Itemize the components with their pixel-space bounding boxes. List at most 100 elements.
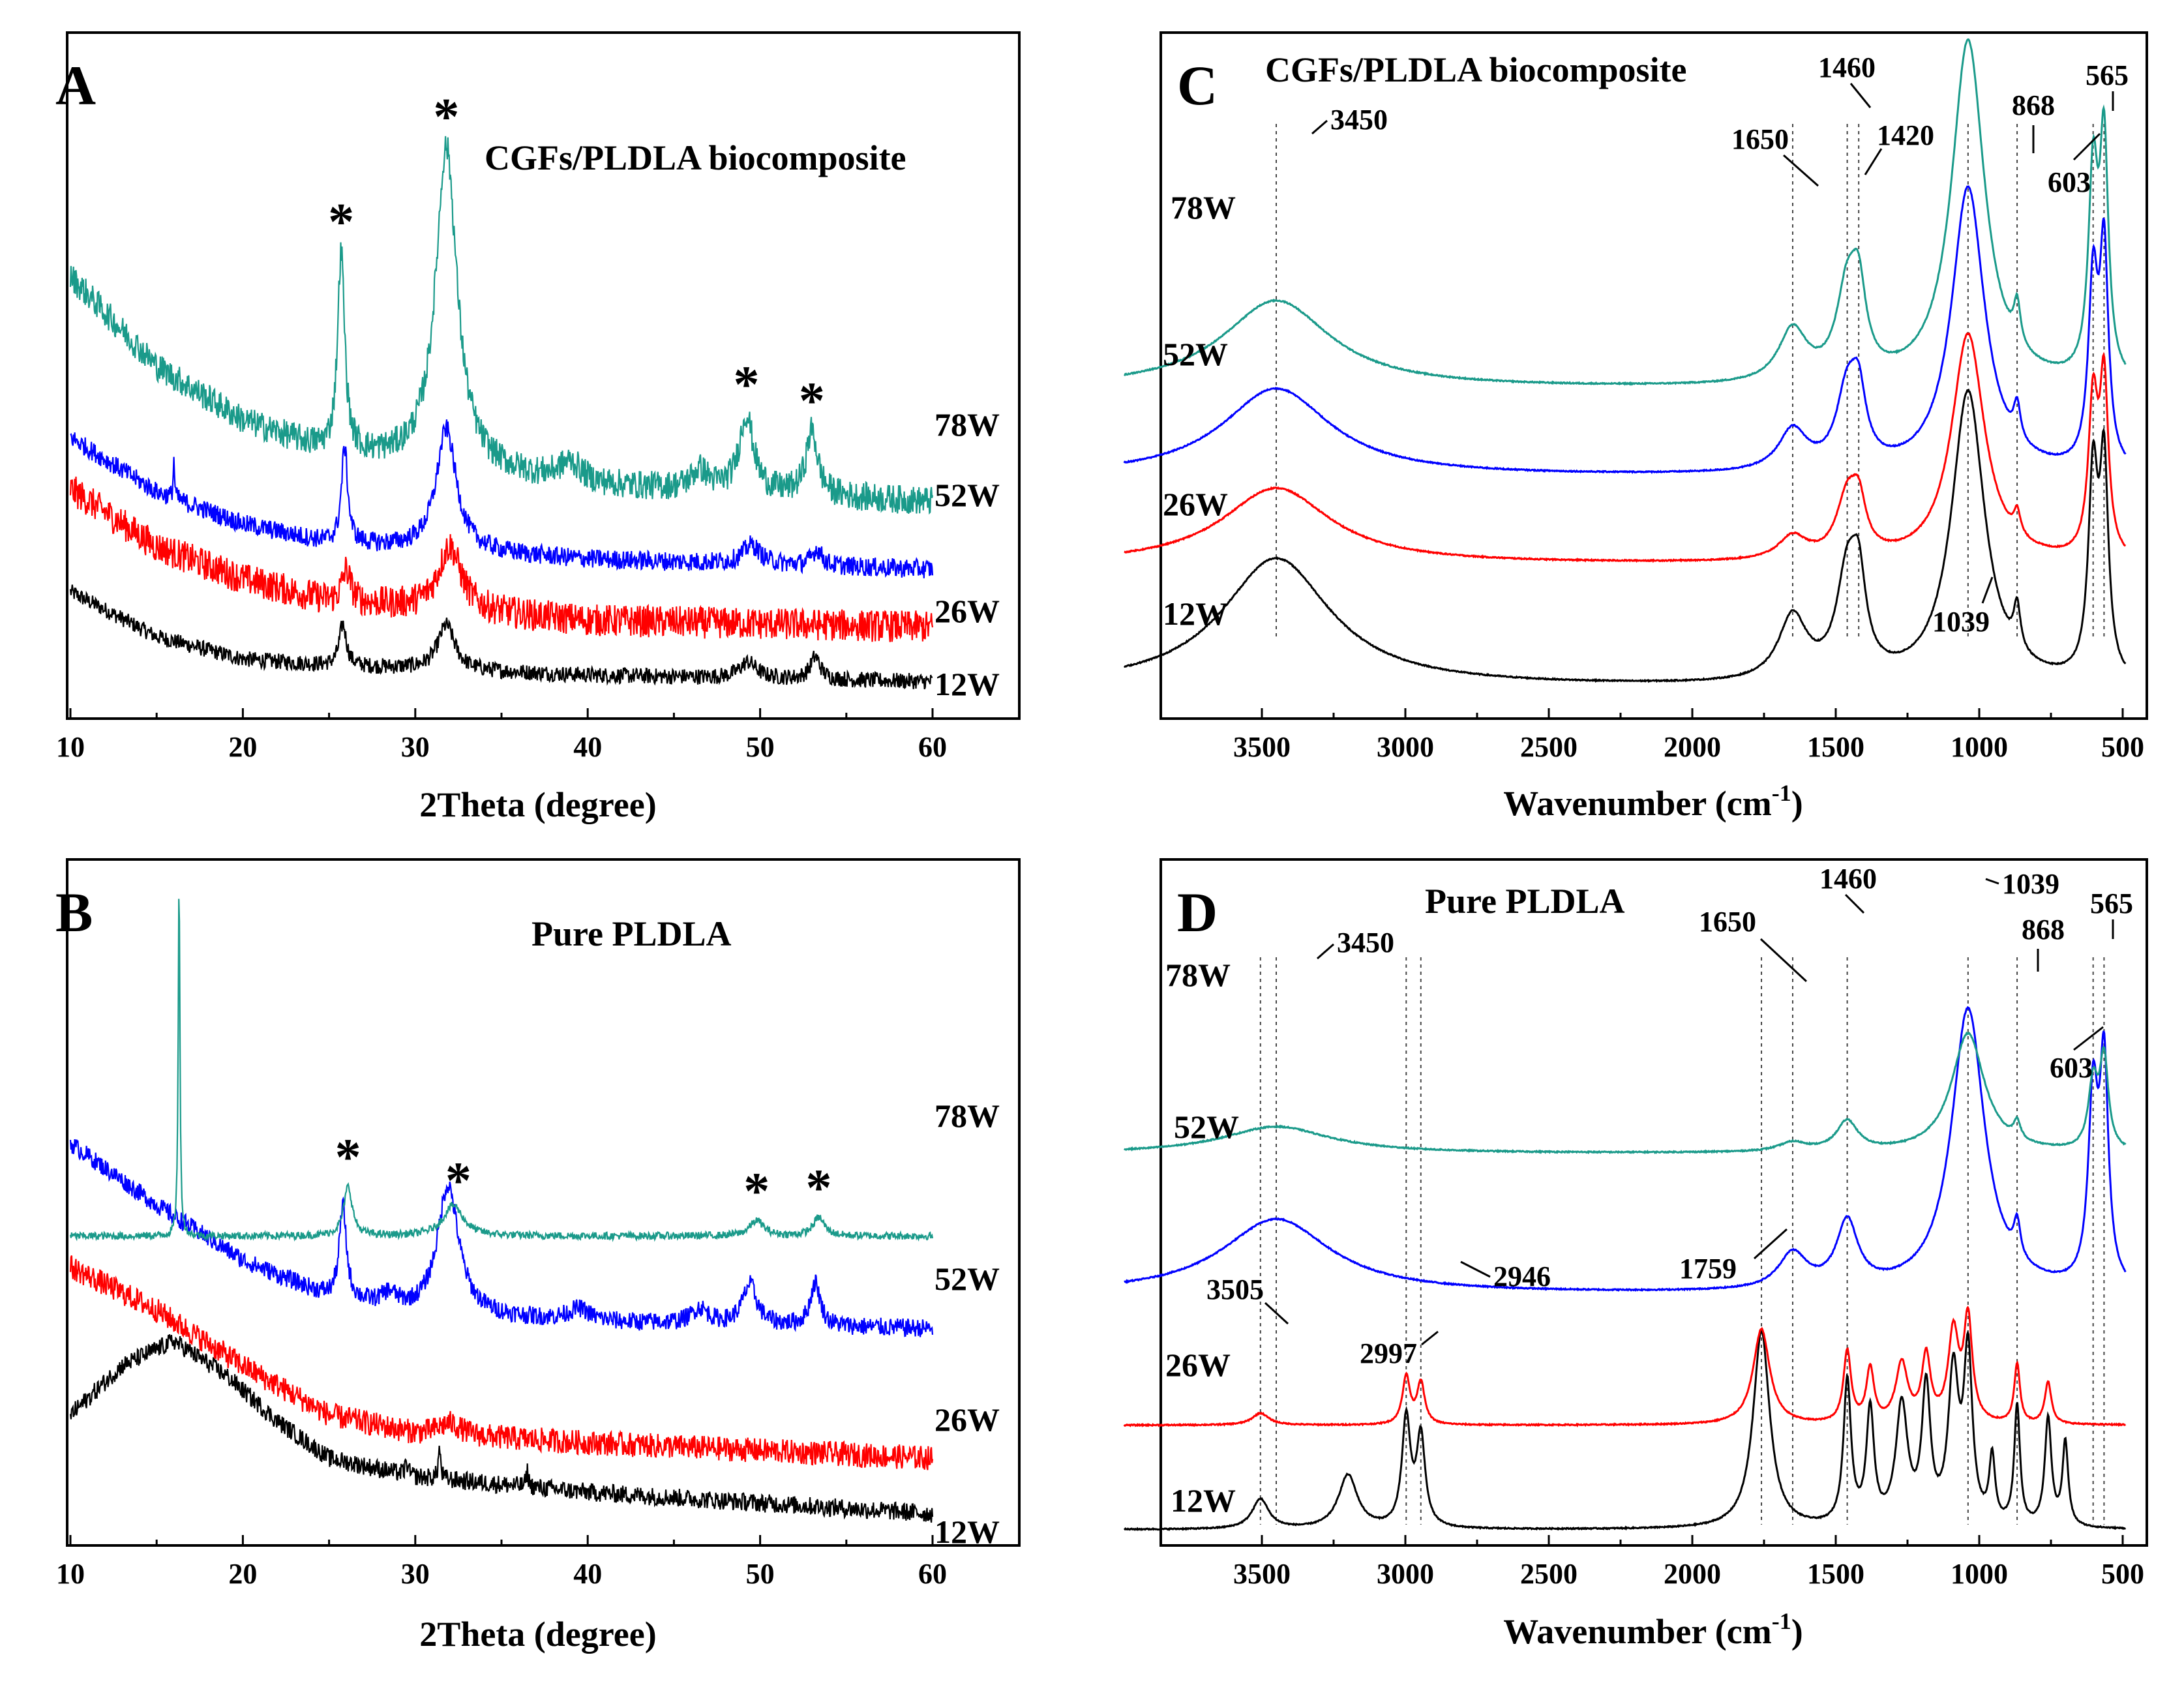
panel-d-ann-3450: 3450	[1337, 927, 1394, 959]
asterisk-marker: *	[445, 1152, 471, 1210]
series-26W	[69, 1255, 934, 1470]
panel-b-xticks: 10 20 30 40 50 60	[56, 1535, 947, 1590]
panel-b-title: Pure PLDLA	[531, 914, 732, 953]
panel-d-reference-lines	[1259, 957, 2105, 1525]
x-tick-label: 1500	[1807, 731, 1864, 763]
series-26W	[1124, 332, 2127, 563]
panel-c-label-26w: 26W	[1163, 486, 1228, 522]
panel-d-label-78w: 78W	[1165, 957, 1231, 993]
panel-b-curves	[69, 899, 934, 1523]
x-tick-label: 40	[573, 1558, 602, 1590]
panel-c-letter: C	[1177, 54, 1218, 117]
panel-a-label-78w: 78W	[935, 406, 1000, 443]
panel-c-ann-603: 603	[2048, 166, 2091, 198]
panel-d-letter: D	[1177, 881, 1218, 944]
x-tick-label: 20	[228, 1558, 257, 1590]
x-tick-label: 10	[56, 1558, 85, 1590]
x-tick-label: 40	[573, 731, 602, 763]
x-tick-label: 500	[2101, 731, 2144, 763]
panel-c-arrows	[1311, 83, 2114, 604]
panel-c-xticks: 3500 3000 2500 2000 1500 1000 500	[1233, 708, 2144, 763]
x-tick-label: 50	[746, 731, 775, 763]
panel-b-label-26w: 26W	[935, 1401, 1000, 1438]
panel-c-ann-1650: 1650	[1731, 123, 1789, 155]
panel-a-xticks: 10 20 30 40 50 60	[56, 708, 947, 763]
x-tick-label: 60	[918, 1558, 947, 1590]
panel-c-label-52w: 52W	[1163, 336, 1228, 372]
panel-d-label-52w: 52W	[1174, 1109, 1239, 1145]
panel-c-ann-868: 868	[2012, 89, 2055, 121]
asterisk-marker: *	[433, 89, 459, 146]
panel-d-xticks: 3500 3000 2500 2000 1500 1000 500	[1233, 1535, 2144, 1590]
panel-c-frame	[1159, 31, 2148, 720]
panel-d-ann-1039: 1039	[2002, 868, 2059, 900]
x-tick-label: 2500	[1520, 731, 1578, 763]
series-78W	[1124, 38, 2127, 386]
panel-b-label-78w: 78W	[935, 1097, 1000, 1134]
x-tick-label: 2000	[1664, 731, 1721, 763]
panel-c-label-12w: 12W	[1163, 595, 1228, 632]
panel-c-ann-565: 565	[2086, 59, 2129, 91]
x-tick-label: 1500	[1807, 1558, 1864, 1590]
panel-a-label-52w: 52W	[935, 477, 1000, 513]
series-26W	[69, 476, 934, 642]
series-78W	[69, 136, 934, 515]
panel-d-ann-3505: 3505	[1206, 1274, 1264, 1305]
panel-b: B Pure PLDLA 2Theta (degree) 10 20 30 40 50 6…	[55, 858, 1021, 1654]
asterisk-marker: *	[328, 194, 354, 251]
panel-a-label-12w: 12W	[935, 666, 1000, 702]
x-tick-label: 3000	[1377, 731, 1434, 763]
asterisk-marker: *	[335, 1129, 361, 1186]
x-tick-label: 3500	[1233, 1558, 1291, 1590]
panel-a-frame	[66, 31, 1021, 720]
panel-c-ann-1420: 1420	[1877, 119, 1934, 151]
panel-d-ann-1759: 1759	[1679, 1253, 1737, 1285]
panel-a-xlabel: 2Theta (degree)	[419, 785, 656, 824]
panel-a-label-26w: 26W	[935, 593, 1000, 629]
panel-b-letter: B	[55, 881, 93, 944]
panel-b-xlabel: 2Theta (degree)	[419, 1615, 656, 1654]
panel-c-curves	[1123, 38, 2127, 683]
series-52W	[1123, 185, 2127, 474]
panel-c-xlabel: Wavenumber (cm-1)	[1503, 780, 1803, 823]
panel-b-frame	[66, 858, 1021, 1547]
panel-d-curves	[1123, 1006, 2127, 1531]
panel-d-ann-2997: 2997	[1360, 1337, 1417, 1369]
panel-c-label-78w: 78W	[1171, 189, 1236, 226]
x-tick-label: 2000	[1664, 1558, 1721, 1590]
series-78W	[69, 899, 934, 1242]
panel-d-ann-868: 868	[2022, 914, 2065, 946]
series-52W	[70, 419, 934, 578]
asterisk-marker: *	[743, 1163, 770, 1221]
panel-c-ann-3450: 3450	[1330, 104, 1388, 136]
series-78W	[1123, 1031, 2127, 1155]
asterisk-marker: *	[733, 356, 759, 413]
x-tick-label: 500	[2101, 1558, 2144, 1590]
panel-c: C CGFs/PLDLA biocomposite Wavenumber (cm…	[1123, 31, 2148, 823]
panel-b-label-52w: 52W	[935, 1260, 1000, 1297]
panel-d-arrows	[1264, 878, 2114, 1346]
panel-d-ann-2946: 2946	[1493, 1260, 1551, 1292]
series-26W	[1123, 1305, 2127, 1427]
x-tick-label: 50	[746, 1558, 775, 1590]
series-12W	[1123, 388, 2127, 683]
panel-d-xlabel: Wavenumber (cm-1)	[1503, 1608, 1803, 1651]
series-12W	[69, 1334, 934, 1523]
x-tick-label: 3500	[1233, 731, 1291, 763]
x-tick-label: 1000	[1951, 731, 2008, 763]
panel-a-curves	[69, 136, 934, 690]
panel-a: A CGFs/PLDLA biocomposite 2Theta (degree…	[55, 31, 1021, 824]
panel-d-ann-603: 603	[2050, 1052, 2093, 1084]
asterisk-marker: *	[799, 372, 825, 430]
series-12W	[69, 584, 933, 690]
x-tick-label: 30	[401, 1558, 430, 1590]
panel-d-ann-1650: 1650	[1699, 906, 1756, 938]
panel-d: D Pure PLDLA Wavenumber (cm-1) 3500 3000 2…	[1123, 858, 2148, 1651]
panel-a-asterisks: * * * *	[328, 89, 825, 430]
panel-d-ann-1460: 1460	[1819, 863, 1877, 895]
panel-d-label-26w: 26W	[1165, 1347, 1231, 1383]
x-tick-label: 3000	[1377, 1558, 1434, 1590]
x-tick-label: 60	[918, 731, 947, 763]
x-tick-label: 2500	[1520, 1558, 1578, 1590]
